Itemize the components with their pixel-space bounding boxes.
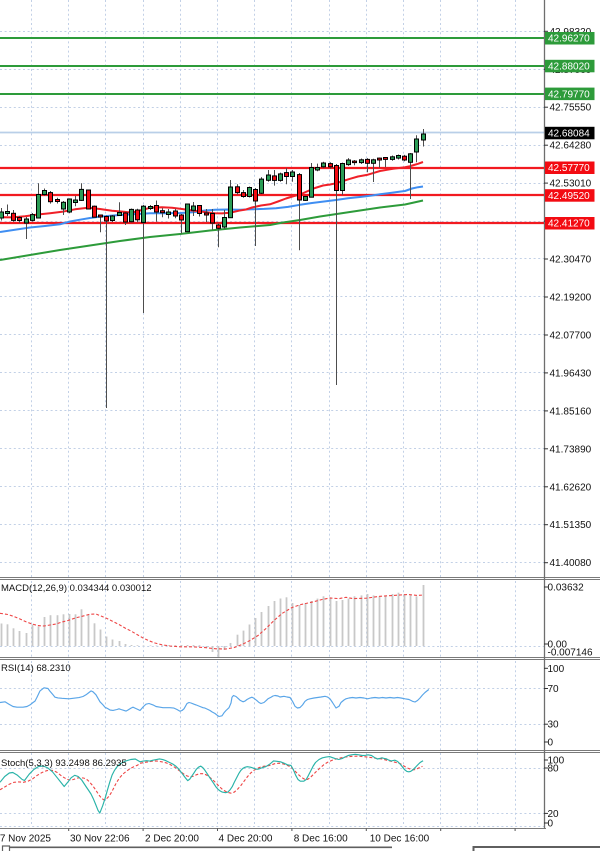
svg-text:4 Dec 20:00: 4 Dec 20:00 bbox=[219, 833, 273, 844]
svg-text:0.00: 0.00 bbox=[548, 640, 568, 651]
svg-text:7 Nov 2025: 7 Nov 2025 bbox=[0, 833, 51, 844]
svg-text:41.51350: 41.51350 bbox=[550, 520, 592, 531]
svg-text:2 Dec 20:00: 2 Dec 20:00 bbox=[145, 833, 199, 844]
svg-text:41.62620: 41.62620 bbox=[550, 482, 592, 493]
svg-text:0.03632: 0.03632 bbox=[548, 583, 585, 594]
svg-text:8 Dec 16:00: 8 Dec 16:00 bbox=[294, 833, 348, 844]
svg-text:42.49520: 42.49520 bbox=[548, 191, 590, 202]
svg-text:Stoch(5,3,3) 93.2498 86.2935: Stoch(5,3,3) 93.2498 86.2935 bbox=[1, 758, 127, 769]
svg-text:42.41270: 42.41270 bbox=[548, 219, 590, 230]
svg-text:42.79770: 42.79770 bbox=[548, 89, 590, 100]
svg-text:80: 80 bbox=[548, 764, 560, 775]
svg-text:42.96270: 42.96270 bbox=[548, 34, 590, 45]
svg-text:RSI(14) 68.2310: RSI(14) 68.2310 bbox=[1, 663, 71, 674]
svg-text:70: 70 bbox=[548, 684, 560, 695]
svg-text:42.53010: 42.53010 bbox=[550, 179, 592, 190]
svg-text:42.88020: 42.88020 bbox=[548, 62, 590, 73]
svg-text:42.07700: 42.07700 bbox=[550, 331, 592, 342]
svg-text:100: 100 bbox=[548, 664, 565, 675]
svg-text:42.19200: 42.19200 bbox=[550, 293, 592, 304]
svg-text:30 Nov 22:06: 30 Nov 22:06 bbox=[70, 833, 130, 844]
svg-text:41.85160: 41.85160 bbox=[550, 406, 592, 417]
svg-text:42.57770: 42.57770 bbox=[548, 163, 590, 174]
svg-text:42.75550: 42.75550 bbox=[550, 103, 592, 114]
svg-text:42.68084: 42.68084 bbox=[548, 129, 590, 140]
svg-text:41.40080: 41.40080 bbox=[550, 558, 592, 569]
svg-text:42.64280: 42.64280 bbox=[550, 141, 592, 152]
svg-text:0: 0 bbox=[548, 819, 554, 830]
svg-text:42.30470: 42.30470 bbox=[550, 255, 592, 266]
svg-text:100: 100 bbox=[548, 756, 565, 767]
svg-text:-0.007146: -0.007146 bbox=[548, 648, 593, 659]
svg-text:41.73890: 41.73890 bbox=[550, 444, 592, 455]
svg-text:0: 0 bbox=[548, 738, 554, 749]
svg-text:10 Dec 16:00: 10 Dec 16:00 bbox=[370, 833, 430, 844]
svg-text:MACD(12,26,9) 0.034344 0.03001: MACD(12,26,9) 0.034344 0.030012 bbox=[1, 583, 152, 594]
svg-text:41.96430: 41.96430 bbox=[550, 368, 592, 379]
svg-text:20: 20 bbox=[548, 809, 560, 820]
svg-text:30: 30 bbox=[548, 720, 560, 731]
